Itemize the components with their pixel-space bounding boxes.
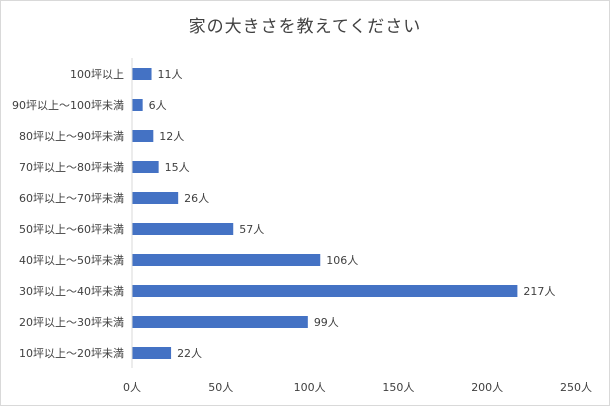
x-tick-label: 200人	[471, 381, 503, 394]
bar	[132, 347, 172, 359]
value-label: 6人	[149, 99, 167, 112]
bar	[132, 99, 143, 111]
value-label: 106人	[326, 254, 358, 267]
value-label: 57人	[239, 223, 264, 236]
category-label: 20坪以上～30坪未満	[19, 316, 124, 329]
category-label: 50坪以上～60坪未満	[19, 223, 124, 236]
category-label: 60坪以上～70坪未満	[19, 192, 124, 205]
value-label: 22人	[177, 347, 202, 360]
bar	[132, 316, 308, 328]
bar	[132, 285, 518, 297]
x-tick-label: 50人	[208, 381, 233, 394]
category-label: 100坪以上	[70, 68, 124, 81]
value-label: 11人	[158, 68, 183, 81]
bar	[132, 130, 154, 142]
category-label: 90坪以上～100坪未満	[12, 99, 124, 112]
value-label: 217人	[523, 285, 555, 298]
bar	[132, 68, 152, 80]
value-label: 15人	[165, 161, 190, 174]
value-labels-group: 11人 6人 12人 15人 26人 57人 106人 217人 99人 22人	[149, 68, 556, 360]
value-label: 12人	[159, 130, 184, 143]
category-label: 10坪以上～20坪未満	[19, 347, 124, 360]
category-label: 80坪以上～90坪未満	[19, 130, 124, 143]
chart-title: 家の大きさを教えてください	[188, 17, 422, 37]
value-label: 26人	[184, 192, 209, 205]
bars-group	[132, 68, 518, 359]
category-label: 30坪以上～40坪未満	[19, 285, 124, 298]
value-label: 99人	[314, 316, 339, 329]
bar	[132, 223, 234, 235]
bar	[132, 254, 321, 266]
x-tick-label: 150人	[382, 381, 414, 394]
bar	[132, 161, 159, 173]
x-tick-label: 250人	[560, 381, 592, 394]
category-labels-group: 100坪以上 90坪以上～100坪未満 80坪以上～90坪未満 70坪以上～80坪未満…	[12, 68, 124, 360]
category-label: 70坪以上～80坪未満	[19, 161, 124, 174]
x-tick-label: 0人	[123, 381, 141, 394]
x-axis-ticks-group: 0人 50人 100人 150人 200人 250人	[123, 381, 592, 394]
x-tick-label: 100人	[294, 381, 326, 394]
category-label: 40坪以上～50坪未満	[19, 254, 124, 267]
bar	[132, 192, 179, 204]
